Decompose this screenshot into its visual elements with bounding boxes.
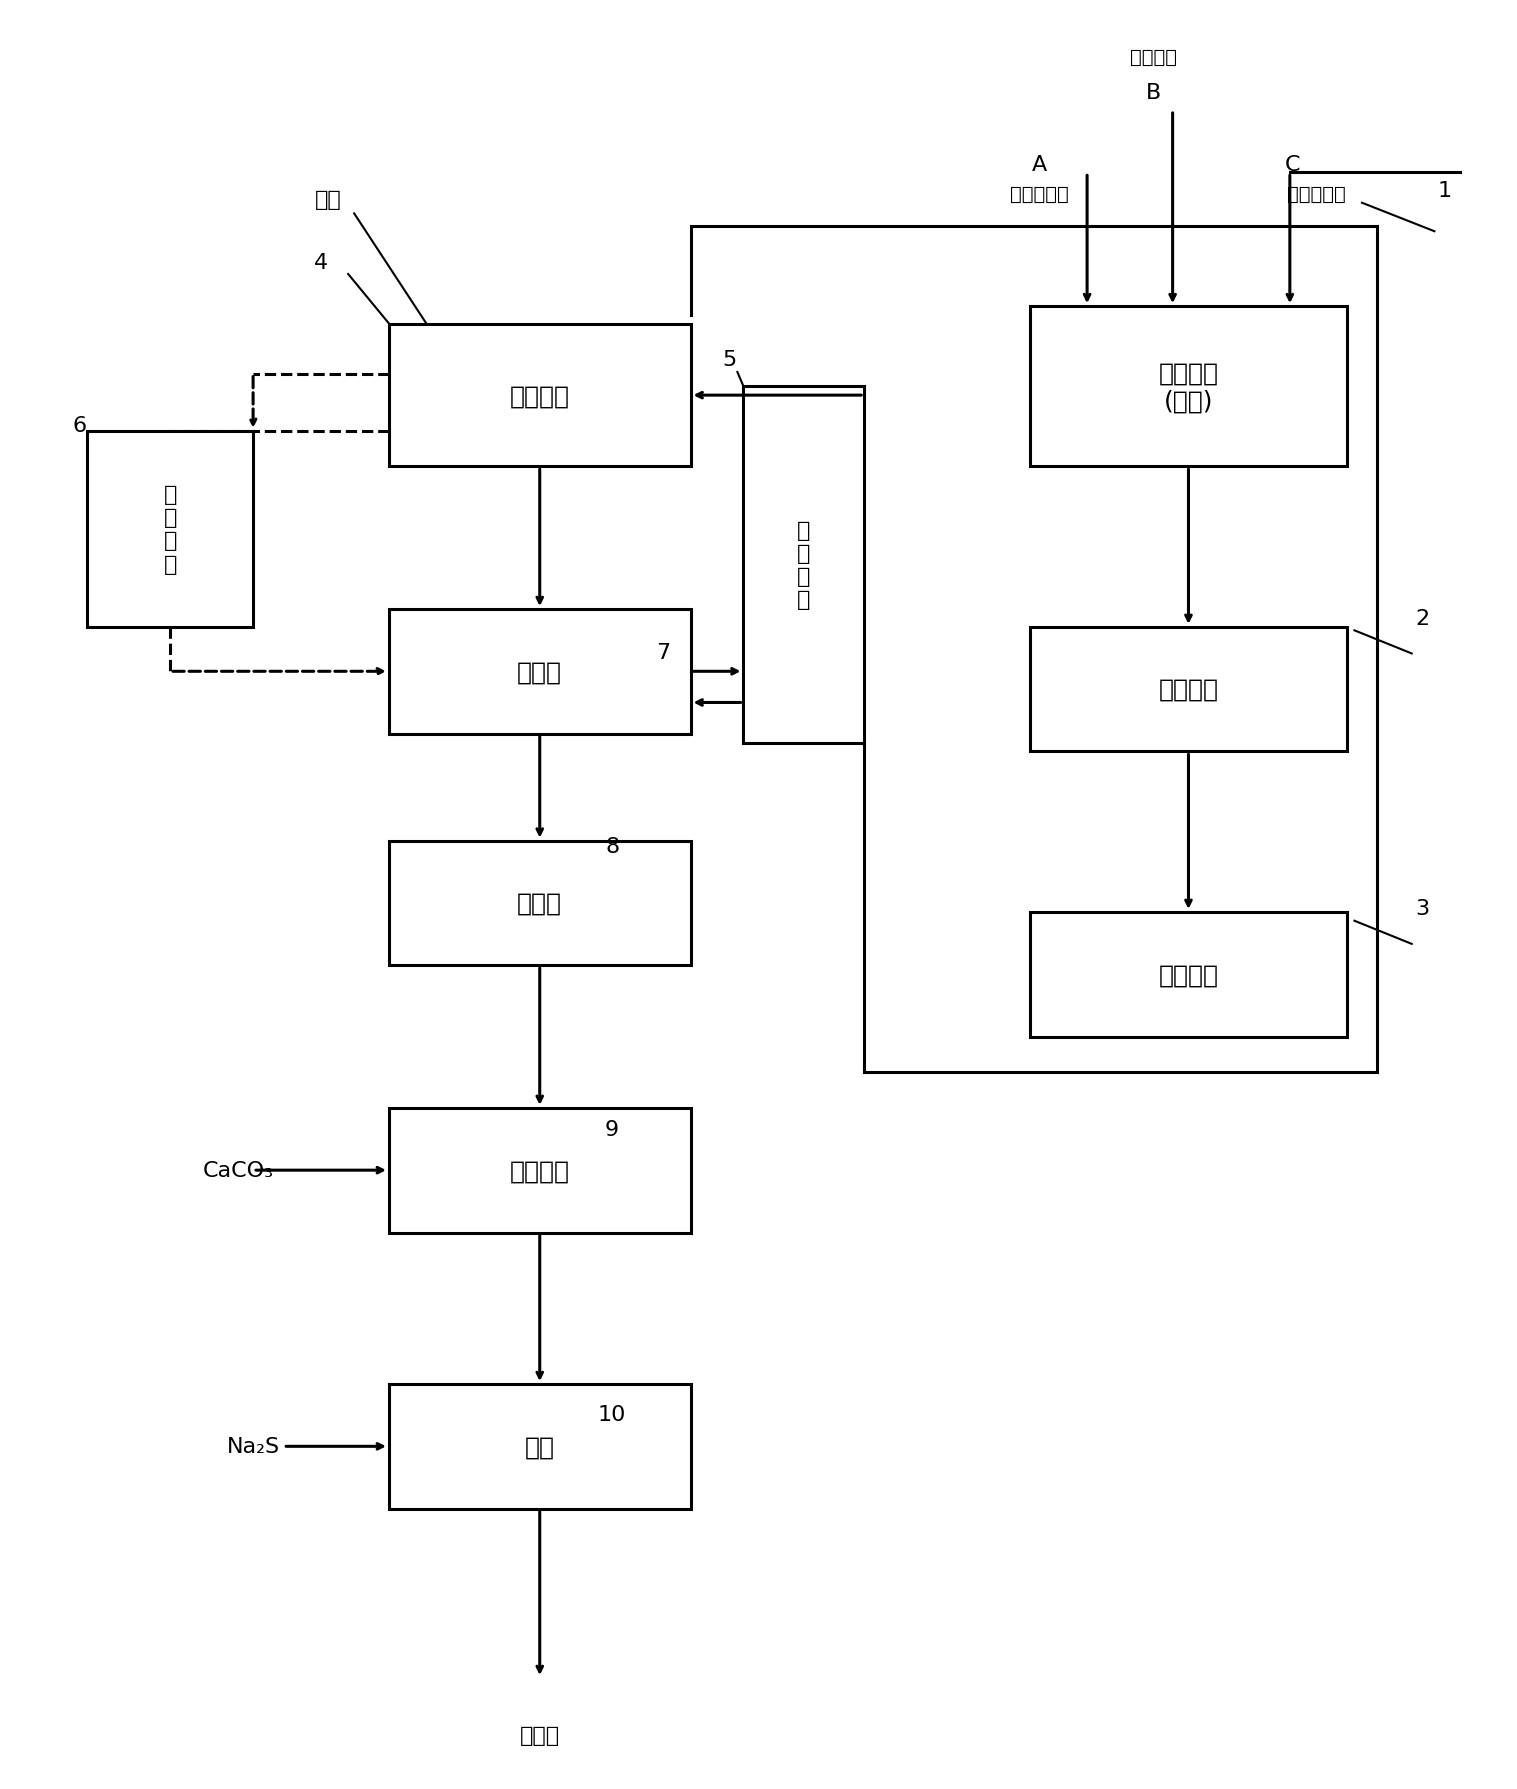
- Text: 3: 3: [1415, 898, 1429, 920]
- FancyBboxPatch shape: [388, 324, 690, 467]
- Text: 碎石裹覆
(制粒): 碎石裹覆 (制粒): [1159, 361, 1218, 413]
- Text: 接菌筑堆: 接菌筑堆: [1159, 962, 1218, 986]
- Text: 颗粒固化: 颗粒固化: [1159, 678, 1218, 701]
- Text: 6: 6: [73, 417, 86, 437]
- Text: 贫液池: 贫液池: [517, 660, 563, 683]
- Text: 净化除铁: 净化除铁: [510, 1159, 570, 1183]
- Text: 10: 10: [598, 1404, 627, 1424]
- Text: 碎石载体: 碎石载体: [1130, 48, 1177, 66]
- Text: 钴产品: 钴产品: [520, 1725, 560, 1744]
- FancyBboxPatch shape: [743, 386, 865, 742]
- Text: 9: 9: [605, 1120, 619, 1140]
- FancyBboxPatch shape: [1030, 912, 1347, 1038]
- Text: C: C: [1285, 154, 1300, 174]
- Text: CaCO₃: CaCO₃: [202, 1161, 273, 1181]
- Text: 含钴硫精矿: 含钴硫精矿: [1010, 186, 1068, 204]
- Text: 水、粘合剂: 水、粘合剂: [1288, 186, 1346, 204]
- Text: 菌液: 菌液: [316, 190, 341, 209]
- FancyBboxPatch shape: [388, 1107, 690, 1233]
- Text: Na₂S: Na₂S: [226, 1437, 279, 1456]
- FancyBboxPatch shape: [86, 431, 253, 628]
- FancyBboxPatch shape: [1030, 308, 1347, 467]
- FancyBboxPatch shape: [388, 610, 690, 733]
- Text: 4: 4: [314, 252, 328, 272]
- FancyBboxPatch shape: [388, 841, 690, 966]
- Text: 1: 1: [1438, 181, 1452, 200]
- FancyBboxPatch shape: [388, 1385, 690, 1508]
- Text: 5: 5: [722, 351, 737, 370]
- Text: 7: 7: [657, 642, 671, 662]
- Text: A: A: [1032, 154, 1047, 174]
- Text: 生物堆浸: 生物堆浸: [510, 385, 570, 408]
- Text: 8: 8: [605, 837, 619, 857]
- Text: B: B: [1147, 84, 1162, 104]
- Text: 酸
铁
平
衡: 酸 铁 平 衡: [164, 485, 177, 574]
- FancyBboxPatch shape: [1030, 628, 1347, 751]
- Text: 富液池: 富液池: [517, 891, 563, 916]
- Text: 浸
液
循
环: 浸 液 循 环: [796, 521, 810, 610]
- Text: 沉钴: 沉钴: [525, 1435, 555, 1458]
- Text: 2: 2: [1415, 608, 1429, 628]
